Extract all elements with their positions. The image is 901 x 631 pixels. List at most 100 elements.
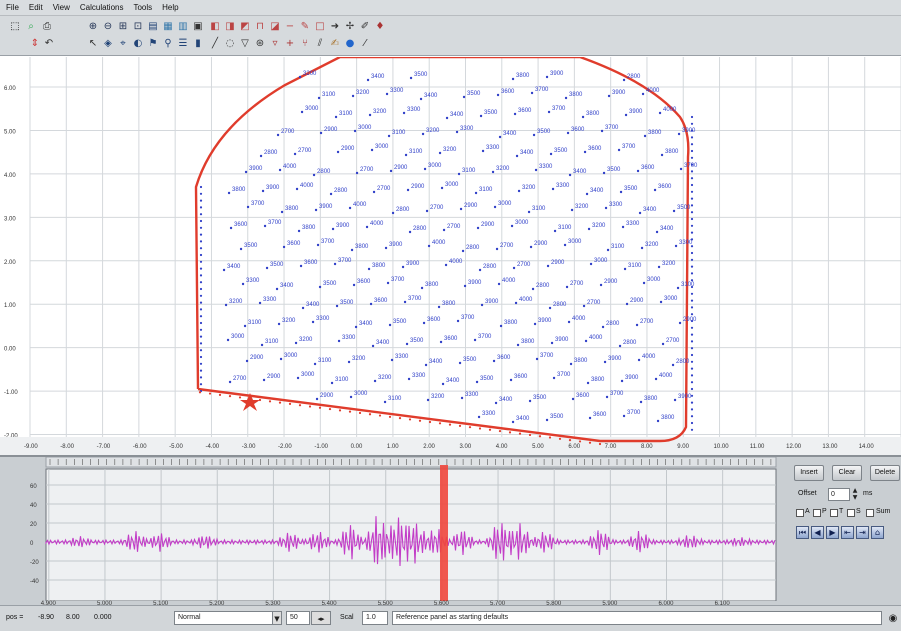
wand-icon[interactable]: ⁄ xyxy=(364,38,366,49)
layers-icon[interactable]: ▤ xyxy=(148,21,158,32)
next-icon[interactable]: ▶ xyxy=(826,526,839,539)
shape-icon[interactable]: ▽ xyxy=(241,38,249,49)
undo-icon[interactable]: ↶ xyxy=(44,38,54,49)
data-point xyxy=(531,287,535,291)
waveform-trace[interactable]: 60 40 20 0 -20 -40 xyxy=(0,457,788,607)
insert-button[interactable]: Insert xyxy=(794,465,824,481)
target-icon[interactable]: ⊛ xyxy=(255,38,265,49)
prev-icon[interactable]: ◀ xyxy=(811,526,824,539)
delete-button[interactable]: Delete xyxy=(870,465,900,481)
scale-field[interactable]: 1.0 xyxy=(362,611,388,625)
fork-icon[interactable]: ⑂ xyxy=(302,38,308,49)
checkbox-a[interactable] xyxy=(796,509,804,517)
offset-field[interactable]: 0 xyxy=(828,488,850,501)
plot-area[interactable]: 6.00 5.00 4.00 3.00 2.00 1.00 0.00 -1.00 -2.00 -9… xyxy=(0,57,901,455)
chevron-down-icon[interactable]: ▼ xyxy=(272,611,282,625)
crosshair-icon[interactable]: ✢ xyxy=(345,21,355,32)
zoom-fit-icon[interactable]: ⊞ xyxy=(118,21,128,32)
line-icon[interactable]: ╱ xyxy=(211,38,219,49)
data-point xyxy=(315,397,319,401)
filter-icon[interactable]: ▿ xyxy=(272,38,278,49)
data-point xyxy=(244,170,248,174)
point-label: 4000 xyxy=(432,240,446,246)
marker-icon[interactable]: ◪ xyxy=(270,21,280,32)
polygon-icon[interactable]: ◈ xyxy=(104,38,112,49)
floor-point xyxy=(598,442,602,446)
node-remove-icon[interactable]: ◩ xyxy=(240,21,250,32)
grid-icon[interactable]: ▦ xyxy=(163,21,173,32)
point-label: 2800 xyxy=(623,340,637,346)
zoom-out-icon[interactable]: ⊖ xyxy=(103,21,113,32)
arrow-icon[interactable]: ➜ xyxy=(330,21,340,32)
lock-icon[interactable]: ⌂ xyxy=(871,526,884,539)
checkbox-t[interactable] xyxy=(830,509,838,517)
square-icon[interactable]: □ xyxy=(315,21,325,32)
select-icon[interactable]: ⬚ xyxy=(10,21,20,32)
boundary-point xyxy=(690,326,694,329)
checkbox-s[interactable] xyxy=(847,509,855,517)
print-icon[interactable]: ⎙ xyxy=(43,21,51,32)
globe-icon[interactable]: ● xyxy=(345,38,355,49)
menu-tools[interactable]: Tools xyxy=(133,3,153,12)
color-icon[interactable]: ◐ xyxy=(133,38,143,49)
menu-view[interactable]: View xyxy=(52,3,70,12)
edit-table-icon[interactable]: ☰ xyxy=(178,38,188,49)
checkbox-sum[interactable] xyxy=(866,509,874,517)
menu-calculations[interactable]: Calculations xyxy=(79,3,124,12)
point-label: 3200 xyxy=(282,318,296,324)
boundary-point xyxy=(690,374,694,377)
chart-bars-icon[interactable]: ▮ xyxy=(195,38,201,49)
pick-icon[interactable]: ✐ xyxy=(360,21,370,32)
data-point xyxy=(545,418,549,422)
node-add-icon[interactable]: ◨ xyxy=(225,21,235,32)
zoom-in-icon[interactable]: ⊕ xyxy=(88,21,98,32)
lock-icon[interactable]: ⊓ xyxy=(256,21,264,32)
measure-icon[interactable]: ⌖ xyxy=(120,38,126,49)
menu-edit[interactable]: Edit xyxy=(28,3,43,12)
point-label: 3800 xyxy=(648,130,662,136)
first-icon[interactable]: ⏮ xyxy=(796,526,809,539)
mode-select[interactable]: Normal xyxy=(174,611,274,625)
step-forward-icon[interactable]: ⇥ xyxy=(856,526,869,539)
step-spinner-icon[interactable]: ◂▸ xyxy=(311,611,331,625)
plus-icon[interactable]: + xyxy=(285,38,295,49)
paint-icon[interactable]: ✍ xyxy=(330,38,340,49)
zoom-window-icon[interactable]: ⊡ xyxy=(133,21,143,32)
lasso-icon[interactable]: ◌ xyxy=(225,38,235,49)
data-point xyxy=(481,149,485,153)
step-field[interactable]: 50 xyxy=(286,611,310,625)
data-point xyxy=(349,395,353,399)
data-point xyxy=(584,339,588,343)
data-point xyxy=(424,363,428,367)
tunnel-profile-plot[interactable]: 6.00 5.00 4.00 3.00 2.00 1.00 0.00 -1.00 -2.00 -9… xyxy=(0,57,901,455)
point-label: 3600 xyxy=(374,298,388,304)
pan-icon[interactable]: ⇕ xyxy=(30,38,40,49)
brush-icon[interactable]: ♦ xyxy=(375,21,385,32)
checkbox-p[interactable] xyxy=(813,509,821,517)
menu-help[interactable]: Help xyxy=(162,3,179,12)
point-label: 3000 xyxy=(498,201,512,207)
pencil-icon[interactable]: ✎ xyxy=(300,21,310,32)
x-tick-label: 3.00 xyxy=(460,444,472,450)
spinner-icon[interactable]: ▲ ▼ xyxy=(852,487,858,501)
step-back-icon[interactable]: ⇤ xyxy=(841,526,854,539)
chart-icon[interactable]: ▣ xyxy=(193,21,203,32)
node-icon[interactable]: ◧ xyxy=(210,21,220,32)
table-icon[interactable]: ▥ xyxy=(178,21,188,32)
boundary-point xyxy=(199,301,203,304)
needle-icon[interactable]: ⫽ xyxy=(317,38,323,49)
cursor-icon[interactable]: ↖ xyxy=(88,38,98,49)
point-label: 3800 xyxy=(355,244,369,250)
zoom-icon[interactable]: ⌕ xyxy=(28,21,34,32)
point-label: 3000 xyxy=(568,239,582,245)
point-label: 3000 xyxy=(647,277,661,283)
floor-point xyxy=(458,424,462,427)
point-label: 2700 xyxy=(360,167,374,173)
minus-icon[interactable]: − xyxy=(285,21,295,32)
flag-icon[interactable]: ⚑ xyxy=(148,38,158,49)
boundary-point xyxy=(690,279,694,282)
menu-file[interactable]: File xyxy=(6,3,19,12)
point-label: 3000 xyxy=(515,220,529,226)
clear-button[interactable]: Clear xyxy=(832,465,862,481)
pin-icon[interactable]: ⚲ xyxy=(164,38,172,49)
